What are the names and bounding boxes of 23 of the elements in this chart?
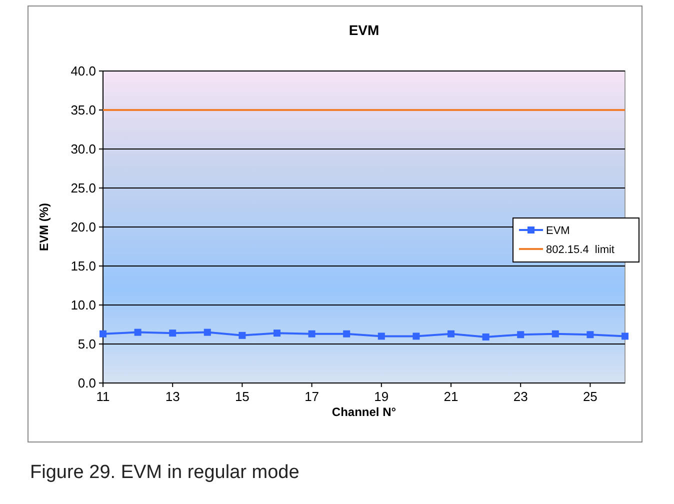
legend-label: EVM	[546, 224, 570, 237]
y-tick-label: 40.0	[70, 64, 96, 79]
y-tick-label: 5.0	[78, 336, 96, 352]
y-tick-label: 10.0	[70, 298, 96, 313]
x-tick-label: 15	[234, 389, 250, 404]
y-axis-title: EVM (%)	[37, 202, 51, 251]
y-tick-label: 35.0	[70, 102, 96, 118]
x-tick-label: 11	[96, 389, 110, 404]
y-tick-label: 15.0	[70, 258, 96, 274]
x-tick-label: 17	[304, 389, 320, 404]
x-axis-title: Channel N°	[332, 405, 396, 419]
x-tick-label: 21	[444, 389, 458, 404]
x-tick-label: 19	[374, 389, 389, 404]
legend-label: 802.15.4 limit	[546, 244, 614, 256]
y-tick-label: 20.0	[70, 220, 96, 235]
chart-title: EVM	[348, 22, 380, 38]
x-tick-label: 23	[513, 389, 528, 404]
y-tick-label: 25.0	[70, 180, 96, 196]
y-tick-label: 30.0	[70, 142, 96, 157]
caption: Figure 29. EVM in regular mode	[30, 462, 300, 483]
y-tick-label: 0.0	[78, 376, 96, 391]
x-tick-label: 25	[582, 389, 598, 404]
x-tick-label: 13	[165, 389, 180, 404]
